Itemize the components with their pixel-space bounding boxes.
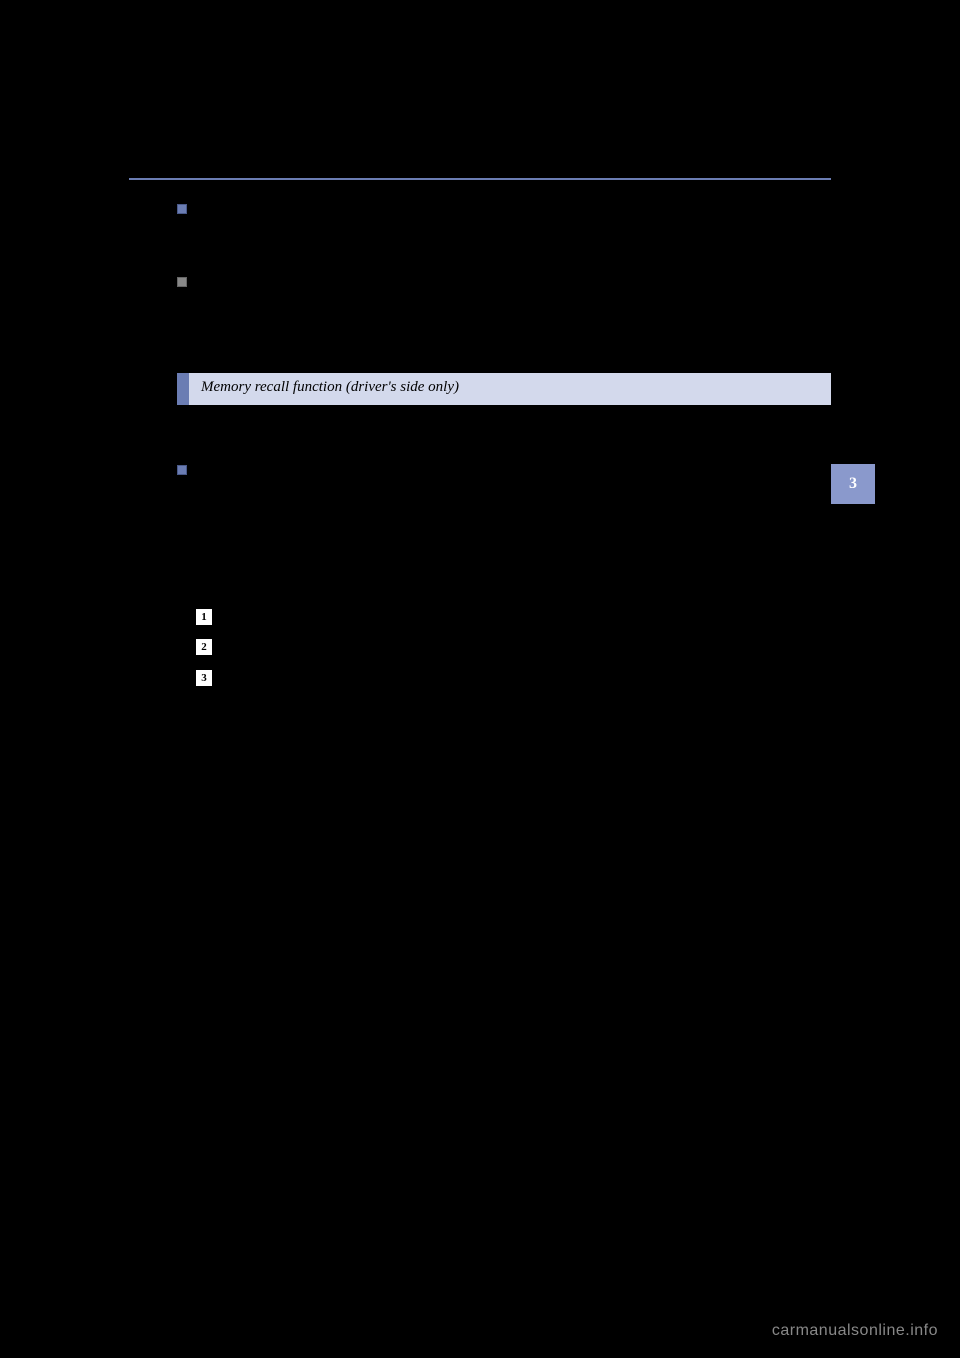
page-number: 147 (129, 150, 153, 168)
section-heading-label: Memory recall function (driver's side on… (189, 373, 831, 405)
chapter-side-text: Operation of each component (847, 545, 859, 675)
square-bullet-icon (177, 204, 187, 214)
registering-title: Registering procedure (195, 461, 328, 484)
info-body: If a seat position is already in the fur… (177, 301, 831, 349)
breadcrumb: 3-3. Adjusting the seats (681, 150, 831, 168)
square-bullet-icon (177, 465, 187, 475)
section-lead-text: Each electronic key (including a card ke… (177, 421, 831, 445)
info-block-memorized: Seat positions that can be memorized (→P… (177, 200, 831, 253)
step-number-badge: 1 (195, 608, 213, 626)
step-number-badge: 2 (195, 638, 213, 656)
step-row: 2 Recall the driving position that you w… (195, 636, 831, 659)
step-text: Turn the engine switch to IGNITION ON mo… (223, 606, 513, 629)
step-text: Recall the driving position that you wan… (223, 636, 529, 659)
info-body: The adjusted positions other than the po… (177, 229, 831, 253)
info-title: Seat positions that can be memorized (→P… (195, 200, 484, 223)
step-note: If the button could not be registered, t… (195, 722, 831, 746)
info-title: In order to correctly use the driving po… (195, 273, 568, 296)
info-block-correct-use: In order to correctly use the driving po… (177, 273, 831, 350)
chapter-tab: 3 (831, 464, 875, 504)
step-number-badge: 3 (195, 669, 213, 687)
steps-list: 1 Turn the engine switch to IGNITION ON … (195, 606, 831, 712)
page-header: 147 3-3. Adjusting the seats (129, 150, 831, 180)
registering-line: Record your driving position to button "… (195, 504, 831, 528)
chapter-side-label: Operation of each component (831, 510, 875, 710)
watermark: carmanualsonline.info (772, 1322, 938, 1340)
registering-line: Carry only the key you want to register,… (195, 538, 831, 562)
square-bullet-icon (177, 277, 187, 287)
chapter-number: 3 (849, 475, 857, 493)
section-accent (177, 373, 189, 405)
step-row: 1 Turn the engine switch to IGNITION ON … (195, 606, 831, 629)
section-heading-bar: Memory recall function (driver's side on… (177, 373, 831, 405)
registering-block: Registering procedure (177, 461, 831, 484)
step-row: 3 While pressing the recalled button, pr… (195, 667, 831, 712)
content: Seat positions that can be memorized (→P… (129, 180, 831, 746)
registering-line: If 2 or more keys are in the vehicle, th… (195, 572, 831, 596)
step-text: While pressing the recalled button, pres… (223, 667, 831, 712)
